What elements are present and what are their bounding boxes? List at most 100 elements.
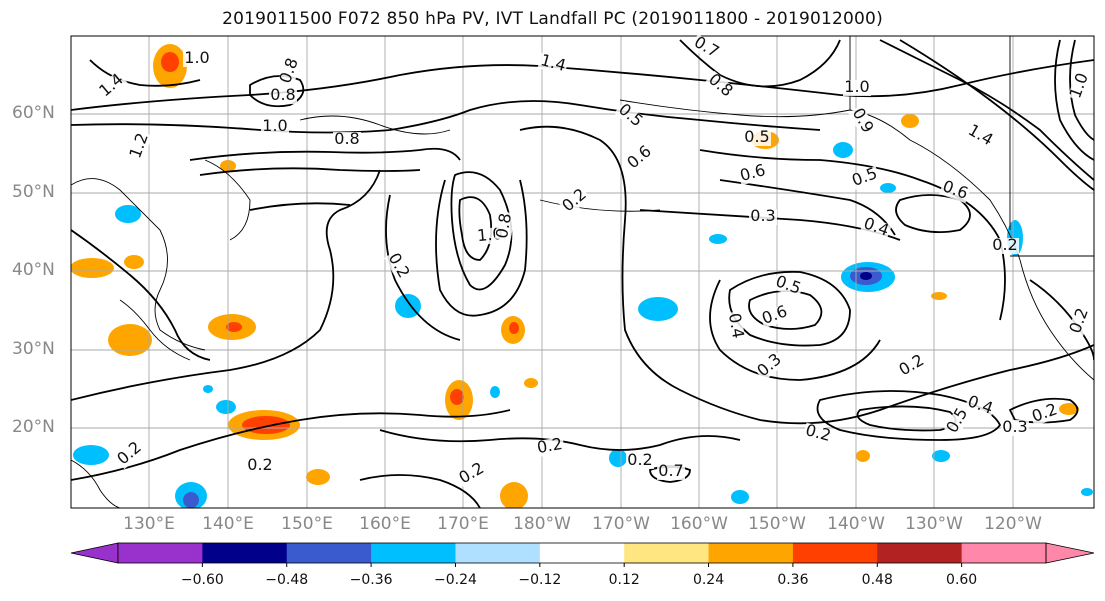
- colorbar-segment: [961, 543, 1047, 563]
- pv-contour-line: [899, 39, 1094, 191]
- colorbar-tick-label: −0.48: [265, 572, 309, 588]
- contour-label: 0.4: [725, 312, 748, 340]
- pv-contour-closed: [450, 171, 513, 291]
- pv-contour-line: [719, 179, 896, 236]
- contour-label-bg: [843, 80, 871, 96]
- contour-label-bg: [772, 273, 804, 299]
- contour-label-bg: [991, 238, 1019, 254]
- philippines-coastline: [71, 459, 121, 508]
- pv-patch-strong-positive: [242, 416, 290, 434]
- contour-label-bg: [559, 185, 591, 217]
- pv-patch-positive: [306, 469, 330, 485]
- latitude-label: 40°N: [12, 260, 55, 280]
- longitude-label: 130°E: [123, 514, 175, 534]
- pv-shading: [71, 44, 1093, 508]
- contour-label-bg: [724, 310, 746, 342]
- figure-title: 2019011500 F072 850 hPa PV, IVT Landfall…: [222, 9, 883, 29]
- pv-patch-positive: [931, 292, 947, 300]
- contour-label: 1.0: [184, 48, 209, 67]
- contour-label: 0.5: [744, 127, 769, 146]
- contour-label-bg: [704, 70, 736, 102]
- pv-contour-closed: [249, 75, 305, 108]
- contour-label-bg: [848, 104, 876, 138]
- contour-label-bg: [964, 393, 996, 419]
- latitude-label: 60°N: [12, 103, 55, 123]
- colorbar-tick-label: −0.60: [180, 572, 224, 588]
- contour-label: 0.3: [1002, 417, 1027, 436]
- contour-label-bg: [455, 460, 489, 488]
- pv-contour-line: [249, 202, 351, 211]
- contour-label: 1.0: [262, 116, 287, 135]
- pv-patch-strong-negative: [183, 492, 199, 508]
- contour-label-bg: [1001, 420, 1029, 436]
- pv-contour-closed: [856, 405, 957, 432]
- pv-patch-positive: [1059, 403, 1079, 415]
- pv-patch-very-strong-negative: [860, 272, 872, 280]
- colorbar-segment: [286, 543, 372, 563]
- longitude-label: 140°W: [827, 514, 885, 534]
- pv-contour-line: [359, 474, 481, 508]
- pv-contour-line: [71, 409, 511, 481]
- pv-patch-negative: [638, 297, 678, 321]
- longitude-label: 150°W: [748, 514, 806, 534]
- contour-label-bg: [114, 438, 146, 470]
- pv-contour-line: [435, 179, 528, 317]
- pv-patch-negative: [115, 205, 141, 223]
- colorbar-tick-label: 0.60: [946, 572, 978, 588]
- contour-label: 0.2: [627, 450, 652, 469]
- colorbar-segment: [371, 543, 456, 563]
- pv-patch-negative: [709, 234, 727, 244]
- contour-label-bg: [895, 352, 929, 380]
- colorbar-segment: [118, 543, 203, 563]
- siberia-coastline: [299, 115, 451, 135]
- japan-coastline: [119, 299, 191, 361]
- colorbar-segment: [792, 543, 878, 563]
- colorbar-extend-min: [70, 542, 119, 564]
- map-frame: [70, 35, 1095, 509]
- north-america-coastline: [1019, 259, 1094, 381]
- pv-contour-line: [679, 39, 841, 88]
- contour-label-bg: [261, 119, 289, 135]
- contour-label-bg: [269, 88, 297, 104]
- pv-patch-negative: [932, 450, 950, 462]
- contour-label-bg: [657, 464, 685, 480]
- contour-label-bg: [849, 165, 881, 191]
- contour-labels: 1.01.4 0.81.20.81.00.81.40.70.80.50.50.61…: [95, 32, 1093, 488]
- contour-label-bg: [743, 130, 771, 146]
- colorbar-tick-label: 0.36: [777, 572, 809, 588]
- colorbar-segment: [624, 543, 710, 563]
- pv-patch-positive: [901, 114, 919, 128]
- pv-contour-line: [385, 194, 461, 341]
- pv-patch-negative: [395, 294, 421, 318]
- contour-label-bg: [944, 404, 972, 438]
- longitude-label: 150°E: [281, 514, 333, 534]
- contour-label-bg: [749, 209, 777, 225]
- contour-label-bg: [277, 55, 303, 87]
- pv-contour-closed: [895, 194, 971, 234]
- pv-contour-line: [519, 125, 1094, 425]
- colorbar-segment: [877, 543, 963, 563]
- contour-label-bg: [183, 51, 211, 67]
- contour-label: 0.7: [658, 461, 683, 480]
- pv-patch-strong-positive: [509, 322, 519, 334]
- pv-contour-line: [199, 167, 421, 176]
- longitude-label: 160°W: [670, 514, 728, 534]
- colorbar-tick-label: 0.24: [692, 572, 725, 588]
- contour-label-bg: [626, 453, 654, 469]
- contour-label-bg: [939, 178, 971, 204]
- contour-label-bg: [737, 162, 769, 186]
- contour-label: 0.8: [270, 85, 295, 104]
- pv-patch-strong-positive: [450, 389, 464, 405]
- colorbar-segment: [539, 543, 625, 563]
- pv-contour-line: [379, 429, 741, 451]
- contour-label: 0.2: [992, 235, 1017, 254]
- longitude-label: 170°W: [592, 514, 650, 534]
- colorbar: [70, 542, 1095, 567]
- pv-patch-negative: [880, 183, 896, 193]
- pv-patch-negative: [203, 385, 213, 393]
- contour-label-bg: [1067, 305, 1093, 337]
- contour-label: 0.8: [492, 212, 515, 240]
- pv-patch-positive: [524, 378, 538, 388]
- longitude-label: 120°W: [984, 514, 1042, 534]
